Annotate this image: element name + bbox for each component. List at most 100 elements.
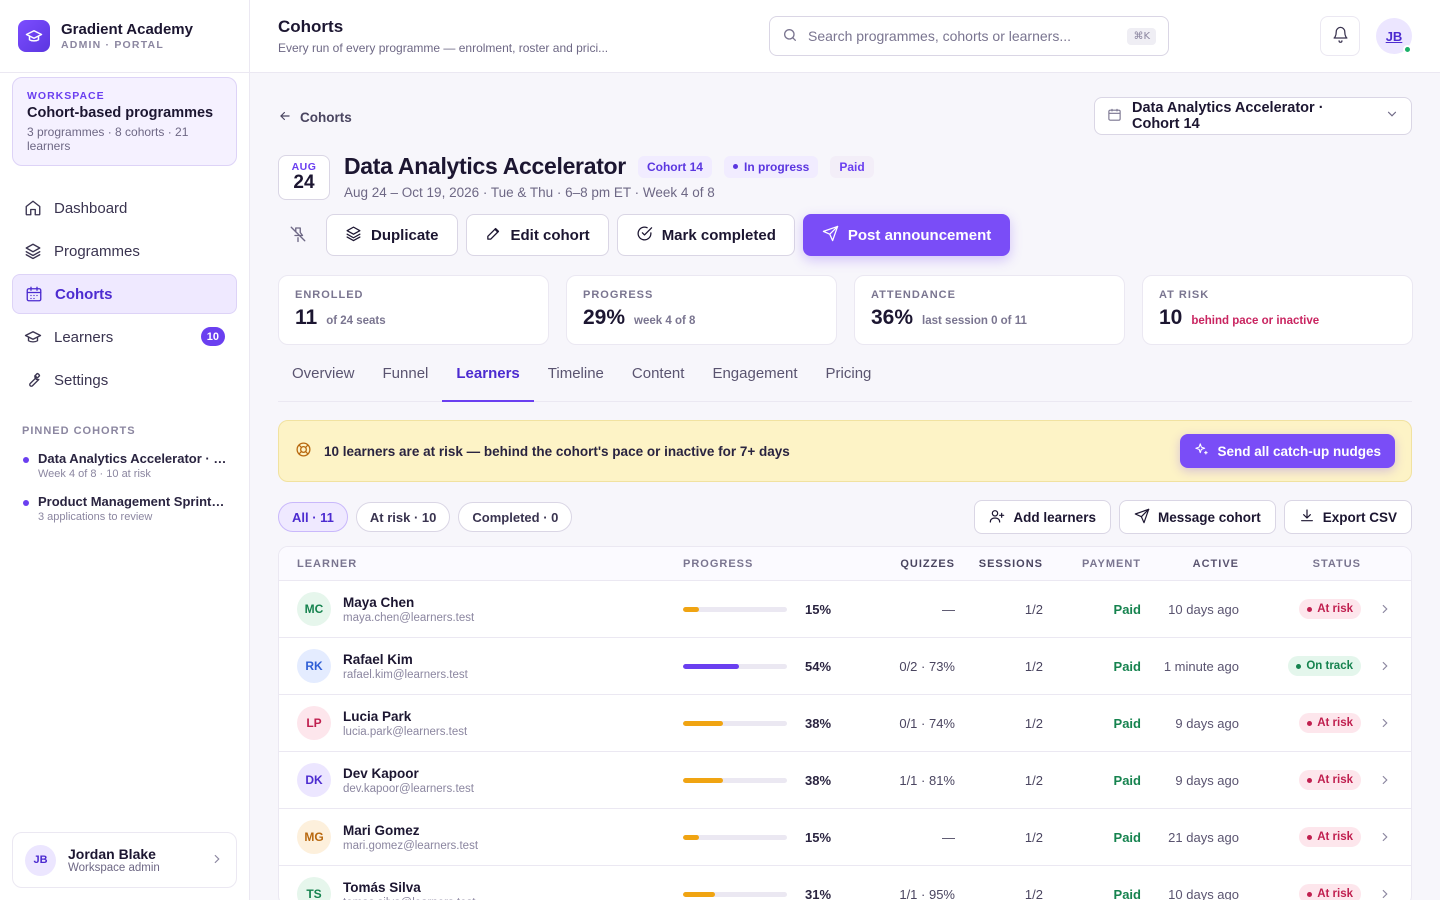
- payment-cell: Paid: [1113, 715, 1141, 731]
- table-row[interactable]: RK Rafael Kim rafael.kim@learners.test 5…: [279, 638, 1411, 695]
- unpin-button[interactable]: [278, 215, 318, 255]
- learner-name[interactable]: Mari Gomez: [343, 822, 420, 838]
- cohort-start-date: AUG 24: [278, 155, 330, 200]
- workspace-card[interactable]: WORKSPACE Cohort-based programmes 3 prog…: [12, 77, 237, 166]
- learner-cell: RK Rafael Kim rafael.kim@learners.test: [279, 649, 683, 683]
- pinned-cohort-item[interactable]: Product Management Sprint ·… 3 applicati…: [0, 494, 249, 523]
- topbar: Cohorts Every run of every programme — e…: [250, 0, 1440, 73]
- chevron-right-icon[interactable]: [1361, 602, 1409, 616]
- learner-email: maya.chen@learners.test: [343, 611, 475, 624]
- tab-engagement[interactable]: Engagement: [712, 365, 798, 382]
- column-header-learner[interactable]: LEARNER: [297, 557, 358, 570]
- stat-note: week 4 of 8: [634, 315, 696, 327]
- add-learners-button[interactable]: Add learners: [974, 500, 1111, 534]
- table-row[interactable]: MC Maya Chen maya.chen@learners.test 15%…: [279, 581, 1411, 638]
- table-row[interactable]: LP Lucia Park lucia.park@learners.test 3…: [279, 695, 1411, 752]
- mark-completed-button[interactable]: Mark completed: [616, 214, 795, 256]
- account-avatar[interactable]: JB: [1376, 18, 1412, 54]
- column-header-status[interactable]: STATUS: [1312, 557, 1361, 570]
- sidebar-item-cohorts[interactable]: Cohorts: [12, 274, 237, 314]
- learner-name[interactable]: Maya Chen: [343, 594, 415, 610]
- progress-cell: 54%: [683, 659, 865, 674]
- cohort-selector[interactable]: Data Analytics Accelerator · Cohort 14: [1094, 97, 1412, 135]
- tab-learners[interactable]: Learners: [442, 366, 534, 402]
- table-actions: Add learners Message cohort Export CSV: [974, 500, 1412, 534]
- sparkles-icon: [1194, 442, 1209, 460]
- layers-icon: [345, 225, 362, 246]
- chevron-right-icon[interactable]: [1361, 887, 1409, 900]
- back-link[interactable]: Cohorts: [278, 109, 352, 126]
- filter-chip-completed[interactable]: Completed · 0: [458, 502, 573, 532]
- sidebar-item-programmes[interactable]: Programmes: [12, 231, 237, 271]
- pinned-cohort-name: Product Management Sprint ·…: [38, 494, 227, 509]
- tab-overview[interactable]: Overview: [292, 365, 355, 382]
- tab-pricing[interactable]: Pricing: [825, 365, 872, 382]
- bell-icon: [1332, 26, 1349, 46]
- brand[interactable]: Gradient Academy ADMIN · PORTAL: [0, 0, 249, 73]
- chevron-right-icon[interactable]: [1361, 773, 1409, 787]
- sidebar: Gradient Academy ADMIN · PORTAL WORKSPAC…: [0, 0, 250, 900]
- column-header-quizzes[interactable]: QUIZZES: [900, 557, 955, 570]
- export-csv-label: Export CSV: [1322, 509, 1397, 525]
- payment-cell: Paid: [1113, 658, 1141, 674]
- progress-percent: 54%: [805, 658, 832, 674]
- chevron-right-icon[interactable]: [1361, 716, 1409, 730]
- learner-email: lucia.park@learners.test: [343, 725, 468, 738]
- duplicate-button[interactable]: Duplicate: [326, 214, 458, 256]
- column-header-active[interactable]: ACTIVE: [1192, 557, 1239, 570]
- download-icon: [1299, 508, 1315, 527]
- cohort-selector-value: Data Analytics Accelerator · Cohort 14: [1132, 100, 1324, 132]
- table-row[interactable]: MG Mari Gomez mari.gomez@learners.test 1…: [279, 809, 1411, 866]
- avatar-initials: JB: [1385, 28, 1403, 44]
- edit-cohort-button[interactable]: Edit cohort: [465, 214, 609, 256]
- last-active-cell: 21 days ago: [1168, 829, 1239, 845]
- column-header-sessions[interactable]: SESSIONS: [978, 557, 1043, 570]
- chevron-right-icon[interactable]: [1361, 830, 1409, 844]
- last-active-cell: 1 minute ago: [1163, 658, 1239, 674]
- sidebar-item-dashboard[interactable]: Dashboard: [12, 188, 237, 228]
- tab-content[interactable]: Content: [631, 365, 685, 382]
- chevron-right-icon: [210, 852, 224, 869]
- tab-funnel[interactable]: Funnel: [382, 365, 429, 382]
- sidebar-item-label: Learners: [54, 328, 114, 346]
- filter-chip-all[interactable]: All · 11: [278, 502, 348, 532]
- stat-label: PROGRESS: [583, 289, 654, 301]
- pinned-cohort-name: Data Analytics Accelerator · …: [38, 451, 227, 466]
- stat-label: ENROLLED: [295, 289, 364, 301]
- learner-cell: MG Mari Gomez mari.gomez@learners.test: [279, 820, 683, 854]
- column-header-payment[interactable]: PAYMENT: [1082, 557, 1141, 570]
- filter-chip-at-risk[interactable]: At risk · 10: [355, 502, 451, 532]
- table-row[interactable]: DK Dev Kapoor dev.kapoor@learners.test 3…: [279, 752, 1411, 809]
- notifications-button[interactable]: [1320, 16, 1360, 56]
- send-nudges-button[interactable]: Send all catch-up nudges: [1180, 434, 1395, 468]
- avatar: TS: [297, 877, 331, 900]
- pinned-cohort-item[interactable]: Data Analytics Accelerator · … Week 4 of…: [0, 451, 249, 480]
- user-card[interactable]: JB Jordan Blake Workspace admin: [12, 832, 237, 888]
- table-row[interactable]: TS Tomás Silva tomas.silva@learners.test…: [279, 866, 1411, 900]
- learner-name[interactable]: Lucia Park: [343, 708, 412, 724]
- sidebar-item-learners[interactable]: Learners 10: [12, 317, 237, 357]
- quizzes-cell: 1/1 · 81%: [899, 772, 955, 788]
- pricing-badge: Paid: [830, 155, 874, 178]
- payment-cell: Paid: [1113, 601, 1141, 617]
- user-name: Jordan Blake: [68, 846, 156, 862]
- chevron-right-icon[interactable]: [1361, 659, 1409, 673]
- check-circle-icon: [636, 225, 653, 246]
- progress-percent: 38%: [805, 772, 832, 788]
- sidebar-nav: Dashboard Programmes Cohorts Learners 10…: [0, 166, 249, 403]
- tab-timeline[interactable]: Timeline: [547, 365, 604, 382]
- column-header-progress[interactable]: PROGRESS: [683, 557, 754, 570]
- learner-name[interactable]: Rafael Kim: [343, 651, 413, 667]
- learner-name[interactable]: Tomás Silva: [343, 879, 421, 895]
- pinned-cohorts-heading: PINNED COHORTS: [22, 425, 136, 437]
- sidebar-item-settings[interactable]: Settings: [12, 360, 237, 400]
- export-csv-button[interactable]: Export CSV: [1283, 500, 1412, 534]
- search-input[interactable]: Search programmes, cohorts or learners..…: [769, 16, 1169, 56]
- status-badge: At risk: [1299, 827, 1361, 847]
- learner-name[interactable]: Dev Kapoor: [343, 765, 419, 781]
- avatar: DK: [297, 763, 331, 797]
- sidebar-item-label: Settings: [54, 371, 109, 389]
- cohort-schedule: Aug 24 – Oct 19, 2026 · Tue & Thu · 6–8 …: [344, 185, 715, 200]
- message-cohort-button[interactable]: Message cohort: [1118, 500, 1276, 534]
- post-announcement-button[interactable]: Post announcement: [802, 214, 1011, 256]
